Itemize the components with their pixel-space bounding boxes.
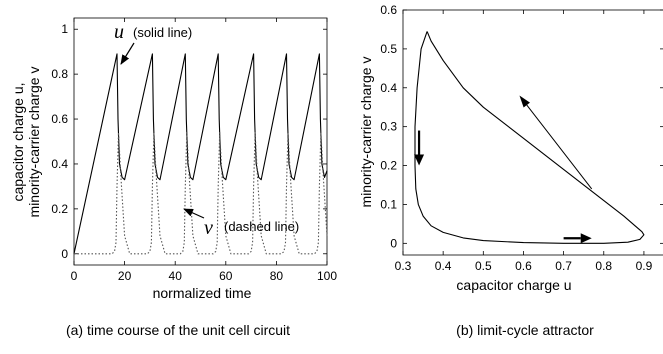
panel-b-x-tick-label: 0.8	[595, 259, 612, 273]
panel-b-x-tick-label: 0.6	[515, 259, 532, 273]
panel-b-y-tick-label: 0.6	[380, 3, 397, 17]
panel-a-caption: (a) time course of the unit cell circuit	[66, 322, 290, 338]
panel-a-y-axis-label-line1: capacitor charge u,	[10, 82, 26, 201]
panel-b-arrows	[414, 95, 593, 244]
panel-b-y-axis-label: minority-carrier charge v	[358, 57, 374, 208]
panel-b-x-tick-label: 0.7	[555, 259, 572, 273]
panel-a-frame	[73, 17, 328, 266]
panel-b-series-limit-cycle	[414, 31, 645, 244]
panel-b-limit-cycle: 0.3 0.4 0.5 0.6 0.7 0.8 0.9 00.10.20.30.40.50.…	[358, 3, 663, 338]
panel-a-series	[73, 53, 328, 255]
panel-a-series-u	[73, 53, 328, 254]
panel-b-y-tick-label: 0	[390, 236, 397, 250]
panel-b-y-ticks: 0 0.1 0.2 0.3 0.4 0.5 0.6	[380, 3, 663, 250]
panel-a-y-tick-label: 0.8	[51, 67, 68, 81]
panel-a-y-tick-label: 0	[61, 247, 68, 261]
panel-a-x-tick-label: 20	[118, 269, 132, 283]
panel-a-time-course: 0 20 40 60 80 100 0 0.2 0.4 0.6 0.8 1 normalized t…	[10, 17, 337, 338]
panel-b-frame	[402, 9, 663, 256]
panel-a-x-tick-label: 60	[219, 269, 233, 283]
panel-b-direction-arrow-head	[519, 95, 530, 108]
panel-b-x-tick-label: 0.3	[395, 259, 412, 273]
panel-b-y-tick-label: 0.3	[380, 120, 397, 134]
panel-a-y-axis-label-line2: minority-carrier charge v	[26, 67, 42, 218]
annotation-v-arrow	[183, 208, 205, 219]
panel-a-x-tick-label: 100	[317, 269, 337, 283]
panel-b-x-axis-label: capacitor charge u	[456, 277, 571, 293]
panel-b-y-tick-label: 0.2	[380, 159, 397, 173]
annotation-u-text: (solid line)	[133, 25, 192, 40]
panel-b-y-tick-label: 0.5	[380, 42, 397, 56]
panel-b-series	[414, 31, 645, 244]
annotation-v-text: (dashed line)	[224, 219, 299, 234]
panel-b-direction-arrow-head	[580, 233, 592, 244]
panel-b-x-tick-label: 0.5	[475, 259, 492, 273]
panel-a-y-tick-label: 0.4	[51, 157, 68, 171]
panel-a-y-ticks: 0 0.2 0.4 0.6 0.8 1	[51, 22, 327, 261]
panel-b-x-ticks: 0.3 0.4 0.5 0.6 0.7 0.8 0.9	[395, 10, 653, 273]
panel-b-caption: (b) limit-cycle attractor	[456, 322, 594, 338]
panel-b-direction-arrow-head	[414, 154, 425, 166]
panel-b-y-tick-label: 0.1	[380, 197, 397, 211]
panel-b-y-tick-label: 0.4	[380, 81, 397, 95]
annotation-u-arrow	[120, 42, 135, 65]
panel-a-x-axis-label: normalized time	[153, 285, 252, 301]
panel-a-y-tick-label: 0.2	[51, 202, 68, 216]
annotation-v-symbol: v	[204, 217, 213, 239]
panel-a-y-tick-label: 0.6	[51, 112, 68, 126]
panel-b-x-tick-label: 0.4	[435, 259, 452, 273]
panel-a-x-tick-label: 0	[71, 269, 78, 283]
panel-b-direction-arrow-shaft	[526, 104, 593, 190]
annotation-u-symbol: u	[114, 21, 124, 43]
panel-b-x-tick-label: 0.9	[636, 259, 653, 273]
panel-a-x-tick-label: 40	[169, 269, 183, 283]
panel-a-x-tick-label: 80	[270, 269, 284, 283]
panel-a-x-ticks: 0 20 40 60 80 100	[71, 18, 337, 283]
panel-a-y-tick-label: 1	[61, 22, 68, 36]
